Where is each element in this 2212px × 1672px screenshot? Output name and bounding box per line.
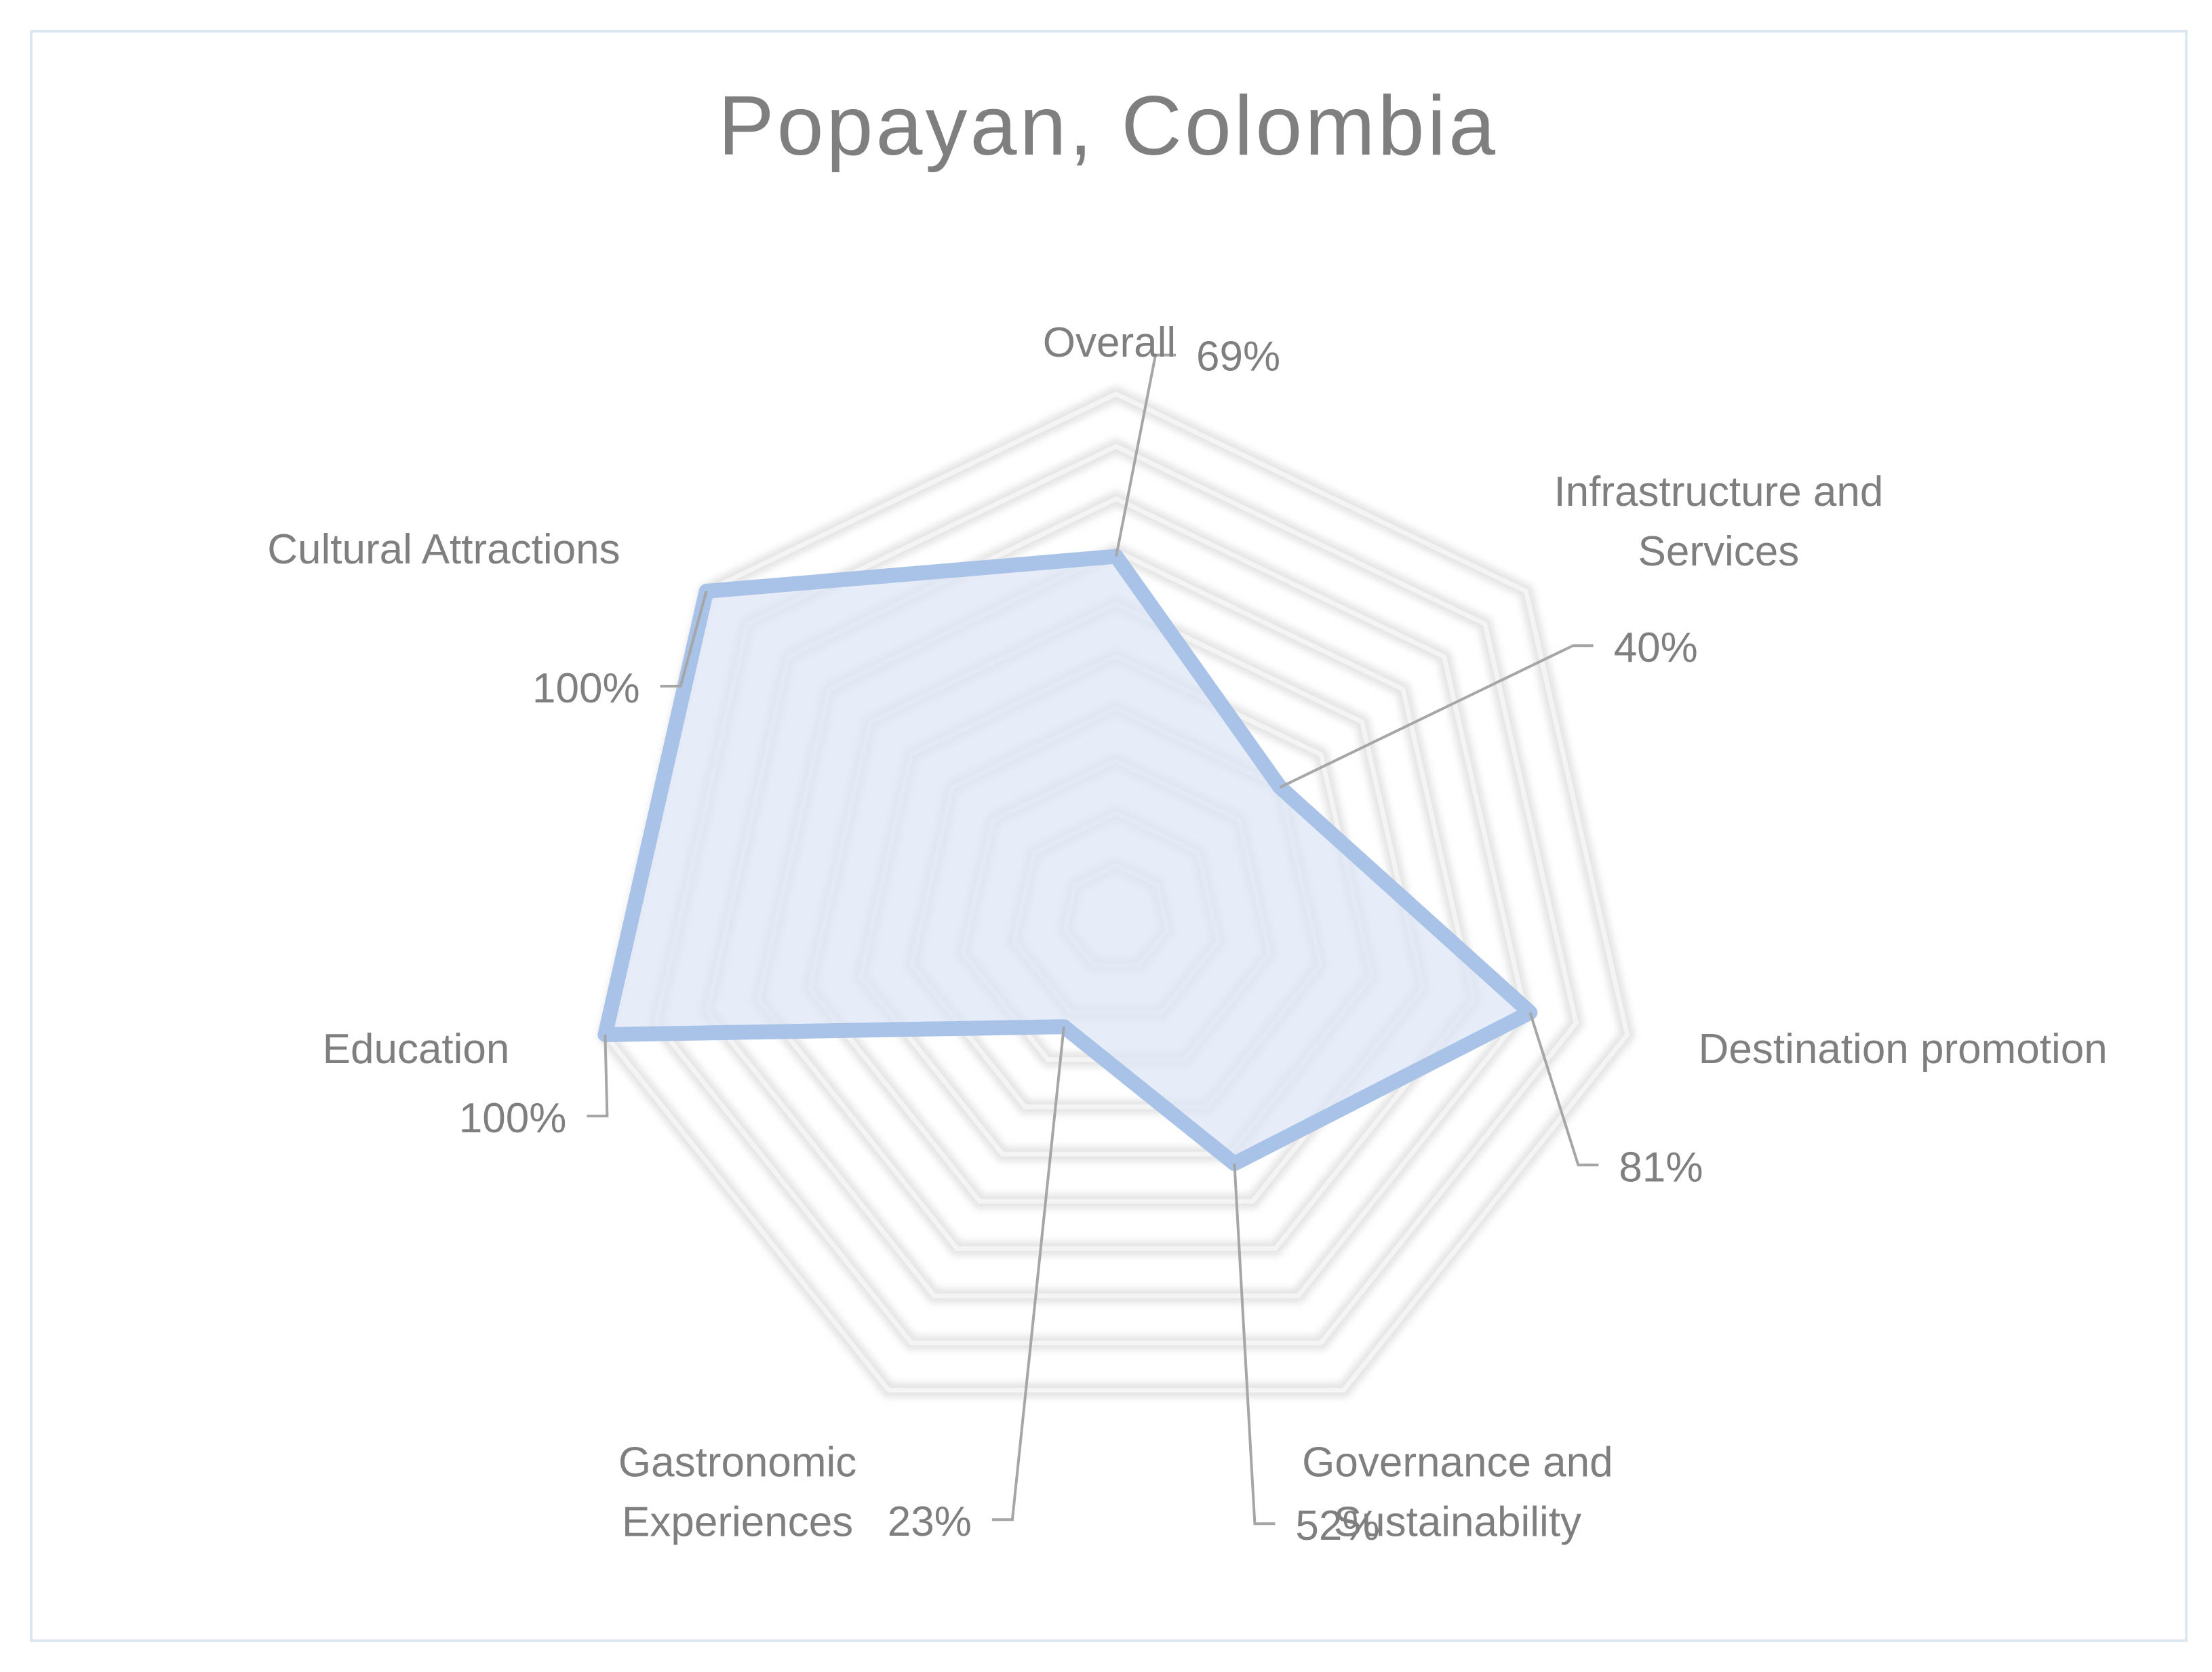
category-label-4: Gastronomic Experiences bbox=[618, 1439, 856, 1545]
label-layer: Overall Infrastructure and Services Destina… bbox=[267, 319, 2107, 1549]
chart-title: Popayan, Colombia bbox=[718, 79, 1498, 173]
data-label-5: 100% bbox=[459, 1095, 567, 1142]
data-label-1: 40% bbox=[1614, 624, 1698, 671]
category-label-line: Experiences bbox=[622, 1498, 853, 1545]
leader-lines bbox=[587, 353, 1599, 1526]
data-label-3: 52% bbox=[1295, 1502, 1379, 1549]
category-label-1: Infrastructure and Services bbox=[1554, 469, 1883, 575]
category-label-line: Governance and bbox=[1302, 1439, 1613, 1486]
category-label-line: Gastronomic bbox=[618, 1439, 856, 1486]
series-layer bbox=[597, 549, 1538, 1172]
category-label-line: Education bbox=[323, 1026, 510, 1073]
category-label-3: Governance and Sustainability bbox=[1302, 1439, 1613, 1545]
category-label-line: Overall bbox=[1043, 319, 1176, 366]
category-label-line: Cultural Attractions bbox=[267, 526, 620, 573]
category-label-5: Education bbox=[323, 1026, 510, 1073]
data-label-2: 81% bbox=[1619, 1144, 1703, 1191]
data-label-4: 23% bbox=[888, 1498, 972, 1545]
data-label-6: 100% bbox=[532, 665, 640, 712]
category-label-line: Destination promotion bbox=[1699, 1026, 2108, 1073]
category-label-2: Destination promotion bbox=[1699, 1026, 2108, 1073]
data-label-0: 69% bbox=[1196, 334, 1280, 380]
leader-line-1 bbox=[1279, 644, 1594, 789]
category-label-line: Sustainability bbox=[1334, 1498, 1581, 1545]
category-label-0: Overall bbox=[1043, 319, 1176, 366]
leader-line-0 bbox=[1115, 353, 1176, 557]
leader-line-2 bbox=[1528, 1012, 1599, 1167]
series-area bbox=[597, 549, 1538, 1172]
leader-line-4 bbox=[991, 1026, 1065, 1521]
leader-line-3 bbox=[1233, 1163, 1276, 1526]
leader-line-6 bbox=[660, 591, 708, 688]
leader-line-5 bbox=[587, 1034, 609, 1117]
category-label-line: Services bbox=[1638, 528, 1800, 575]
category-label-line: Infrastructure and bbox=[1554, 469, 1883, 515]
category-label-6: Cultural Attractions bbox=[267, 526, 620, 573]
